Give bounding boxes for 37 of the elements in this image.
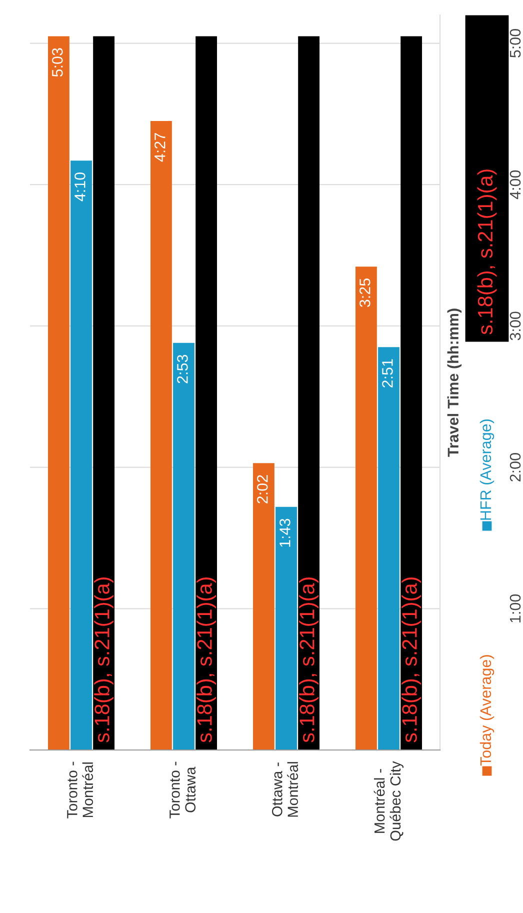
- bar: [48, 36, 70, 750]
- y-tick-label: 2:00: [510, 453, 521, 482]
- x-tick-label: Toronto - Montréal: [67, 762, 94, 818]
- data-label: 2:53: [177, 354, 188, 384]
- y-tick-label: 3:00: [510, 312, 521, 340]
- bar: [196, 36, 218, 750]
- annotation: s.18(b), s.21(1)(a): [94, 578, 114, 742]
- data-label: 4:27: [154, 133, 166, 162]
- bar: [355, 266, 377, 750]
- bar: [150, 121, 172, 750]
- data-label: 2:02: [256, 475, 268, 504]
- annotation: s.18(b), s.21(1)(a): [299, 578, 318, 742]
- data-label: 5:03: [52, 48, 63, 77]
- bar: [252, 463, 274, 750]
- bar: [70, 160, 92, 750]
- text: s.18(b), s.21(1)(a): [477, 170, 497, 334]
- bar: [276, 506, 297, 750]
- y-tick-label: 1:00: [510, 594, 521, 622]
- data-label: 1:43: [280, 518, 290, 547]
- data-label: 4:10: [74, 172, 86, 202]
- text: HFR (Average): [480, 419, 494, 520]
- bar: [400, 36, 422, 750]
- x-tick-label: Montréal - Québec City: [374, 761, 404, 841]
- data-label: 2:51: [382, 359, 393, 388]
- x-tick-label: Ottawa - Montréal: [272, 762, 298, 817]
- annotation: s.18(b), s.21(1)(a): [196, 578, 216, 742]
- bar: [173, 342, 194, 750]
- y-tick-label: 5:00: [510, 29, 521, 58]
- bar: [93, 36, 115, 750]
- bar: [298, 36, 320, 750]
- annotation: s.18(b), s.21(1)(a): [402, 578, 421, 742]
- y-axis-title: Travel Time (hh:mm): [447, 308, 462, 457]
- bar: [378, 347, 400, 750]
- y-tick-label: 4:00: [510, 170, 521, 200]
- text: Today (Average): [480, 655, 494, 766]
- x-tick-label: Toronto - Ottawa: [170, 762, 196, 818]
- data-label: 3:25: [359, 278, 370, 308]
